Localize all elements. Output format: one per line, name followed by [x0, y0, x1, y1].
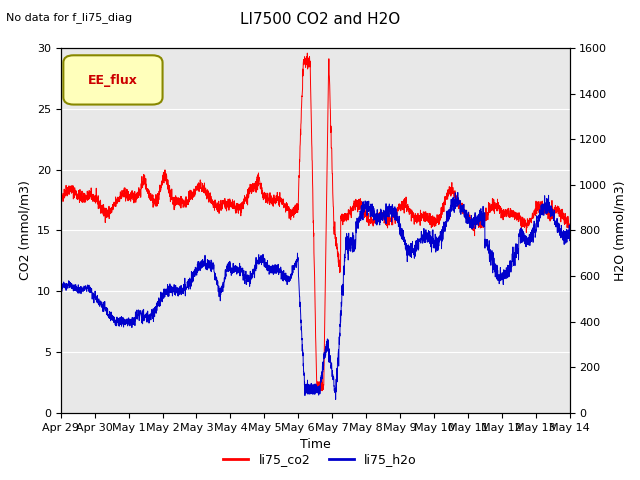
FancyBboxPatch shape — [63, 55, 163, 105]
X-axis label: Time: Time — [300, 438, 331, 451]
Legend: li75_co2, li75_h2o: li75_co2, li75_h2o — [218, 448, 422, 471]
Text: EE_flux: EE_flux — [88, 73, 138, 86]
Y-axis label: CO2 (mmol/m3): CO2 (mmol/m3) — [19, 180, 31, 280]
Y-axis label: H2O (mmol/m3): H2O (mmol/m3) — [613, 180, 626, 281]
Text: LI7500 CO2 and H2O: LI7500 CO2 and H2O — [240, 12, 400, 27]
Text: No data for f_li75_diag: No data for f_li75_diag — [6, 12, 132, 23]
